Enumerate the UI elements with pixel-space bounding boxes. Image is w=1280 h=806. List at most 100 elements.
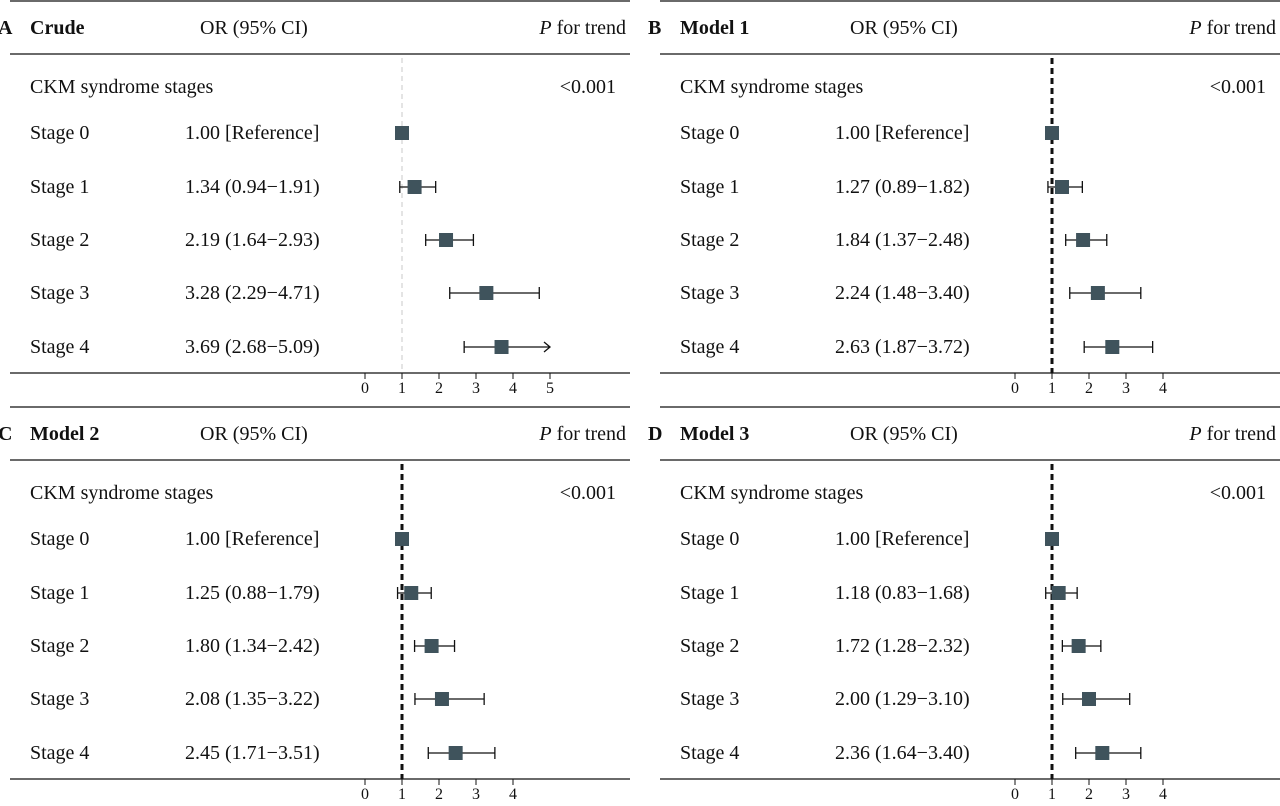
panel-letter: D (648, 423, 663, 445)
p-trend-header: P for trend (1189, 423, 1276, 445)
x-tick-label: 4 (509, 786, 517, 803)
stage-label: Stage 4 (30, 742, 90, 764)
x-tick-label: 0 (1011, 380, 1019, 397)
estimate-text: 2.19 (1.64−2.93) (185, 229, 320, 251)
x-tick-label: 1 (1048, 380, 1056, 397)
panel-letter: B (648, 17, 662, 39)
x-tick-label: 3 (1122, 380, 1130, 397)
estimate-text: 1.25 (0.88−1.79) (185, 582, 320, 604)
forest-panel-c: C Model 2 OR (95% CI) P for trend CKM sy… (0, 406, 630, 803)
stage-label: Stage 3 (30, 282, 90, 304)
estimate-text: 2.00 (1.29−3.10) (835, 688, 970, 710)
stage-label: Stage 2 (30, 635, 90, 657)
stage-label: Stage 0 (30, 528, 90, 550)
or-marker (404, 586, 419, 600)
panel-title: Model 2 (30, 423, 100, 445)
stage-label: Stage 2 (30, 229, 90, 251)
stage-label: Stage 1 (30, 582, 90, 604)
stage-label: Stage 0 (680, 122, 740, 144)
x-tick-label: 2 (1085, 380, 1093, 397)
forest-plot-area (660, 406, 1280, 785)
or-marker (439, 233, 454, 247)
estimate-text: 1.00 [Reference] (185, 528, 320, 550)
stage-label: Stage 3 (680, 688, 740, 710)
estimate-text: 2.45 (1.71−3.51) (185, 742, 320, 764)
stage-label: Stage 0 (30, 122, 90, 144)
or-marker (1045, 532, 1059, 546)
group-label: CKM syndrome stages (680, 76, 864, 98)
estimate-text: 2.36 (1.64−3.40) (835, 742, 970, 764)
x-tick-label: 0 (361, 380, 369, 397)
p-value: <0.001 (1209, 482, 1266, 504)
estimate-text: 2.63 (1.87−3.72) (835, 336, 970, 358)
forest-plot-area (660, 0, 1280, 379)
or-marker (494, 340, 509, 354)
x-tick-label: 0 (1011, 786, 1019, 803)
x-tick-label: 1 (398, 380, 406, 397)
x-tick-label: 4 (509, 380, 517, 397)
x-tick-label: 2 (435, 380, 443, 397)
or-marker (1054, 180, 1069, 194)
p-trend-header: P for trend (1189, 17, 1276, 39)
x-tick-label: 4 (1159, 786, 1167, 803)
estimate-text: 1.72 (1.28−2.32) (835, 635, 970, 657)
or-column-header: OR (95% CI) (200, 423, 308, 445)
or-column-header: OR (95% CI) (850, 423, 958, 445)
p-trend-header: P for trend (539, 17, 626, 39)
x-tick-label: 3 (472, 786, 480, 803)
or-marker (407, 180, 422, 194)
estimate-text: 3.28 (2.29−4.71) (185, 282, 320, 304)
forest-plot-area (10, 406, 630, 785)
x-tick-label: 1 (398, 786, 406, 803)
forest-panel-a: A Crude OR (95% CI) P for trend CKM synd… (0, 0, 630, 397)
group-label: CKM syndrome stages (680, 482, 864, 504)
stage-label: Stage 4 (30, 336, 90, 358)
or-marker (1090, 286, 1105, 300)
estimate-text: 1.00 [Reference] (185, 122, 320, 144)
or-marker (434, 692, 449, 706)
estimate-text: 1.18 (0.83−1.68) (835, 582, 970, 604)
estimate-text: 2.24 (1.48−3.40) (835, 282, 970, 304)
or-column-header: OR (95% CI) (850, 17, 958, 39)
or-marker (479, 286, 494, 300)
estimate-text: 1.80 (1.34−2.42) (185, 635, 320, 657)
forest-panel-d: D Model 3 OR (95% CI) P for trend CKM sy… (648, 406, 1280, 803)
forest-panel-b: B Model 1 OR (95% CI) P for trend CKM sy… (648, 0, 1280, 397)
stage-label: Stage 1 (680, 176, 740, 198)
panel-letter: C (0, 423, 13, 445)
or-marker (395, 126, 409, 140)
stage-label: Stage 4 (680, 336, 740, 358)
or-marker (1095, 746, 1110, 760)
or-marker (1105, 340, 1120, 354)
x-tick-label: 1 (1048, 786, 1056, 803)
x-tick-label: 3 (1122, 786, 1130, 803)
or-column-header: OR (95% CI) (200, 17, 308, 39)
estimate-text: 1.00 [Reference] (835, 528, 970, 550)
stage-label: Stage 0 (680, 528, 740, 550)
stage-label: Stage 1 (30, 176, 90, 198)
or-marker (1071, 639, 1086, 653)
p-value: <0.001 (1209, 76, 1266, 98)
p-value: <0.001 (559, 76, 616, 98)
panel-title: Model 3 (680, 423, 750, 445)
x-tick-label: 0 (361, 786, 369, 803)
x-tick-label: 3 (472, 380, 480, 397)
panel-letter: A (0, 17, 13, 39)
panel-title: Model 1 (680, 17, 750, 39)
x-tick-label: 2 (435, 786, 443, 803)
or-marker (1051, 586, 1066, 600)
forest-plot-area (10, 0, 630, 379)
group-label: CKM syndrome stages (30, 482, 214, 504)
stage-label: Stage 3 (680, 282, 740, 304)
p-value: <0.001 (559, 482, 616, 504)
estimate-text: 2.08 (1.35−3.22) (185, 688, 320, 710)
or-marker (1082, 692, 1096, 706)
estimate-text: 1.27 (0.89−1.82) (835, 176, 970, 198)
estimate-text: 1.34 (0.94−1.91) (185, 176, 320, 198)
or-marker (424, 639, 439, 653)
x-tick-label: 4 (1159, 380, 1167, 397)
x-tick-label: 2 (1085, 786, 1093, 803)
or-marker (448, 746, 463, 760)
ci-arrow (543, 341, 552, 353)
estimate-text: 1.00 [Reference] (835, 122, 970, 144)
